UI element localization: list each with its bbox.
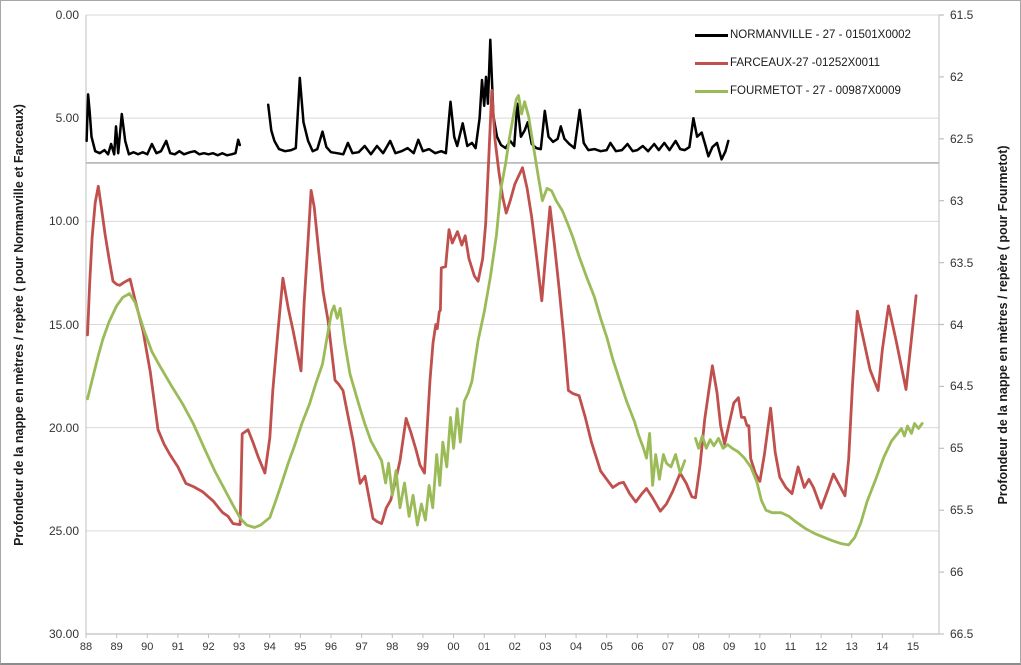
right-axis-tick-label: 64.5 — [950, 379, 974, 394]
left-axis-tick-label: 25.00 — [48, 523, 79, 538]
x-axis-tick-label: 04 — [569, 641, 583, 653]
fourmetot-line-swatch-icon — [695, 89, 728, 93]
series-line-fourmetot — [86, 94, 687, 529]
axes — [85, 14, 944, 638]
x-axis-tick-label: 89 — [110, 641, 123, 653]
right-axis-tick-label: 64 — [950, 317, 964, 332]
x-axis-tick-label: 92 — [202, 641, 215, 653]
x-axis-tick-label: 10 — [753, 641, 766, 653]
legend: NORMANVILLE - 27 - 01501X0002 FARCEAUX-2… — [695, 21, 911, 105]
legend-item-normanville: NORMANVILLE - 27 - 01501X0002 — [695, 21, 911, 49]
left-axis-tick-label: 30.00 — [48, 627, 79, 641]
x-axis-tick-label: 00 — [447, 641, 460, 653]
x-axis-tick-label: 90 — [141, 641, 154, 653]
farceaux-line-swatch-icon — [695, 61, 728, 65]
x-axis-tick-label: 91 — [171, 641, 184, 653]
x-axis-tick-label: 88 — [79, 641, 93, 653]
left-axis-tick-label: 15.00 — [48, 317, 79, 332]
x-axis-tick-label: 09 — [723, 641, 736, 653]
x-axis-tick-label: 02 — [508, 641, 521, 653]
right-axis-title: Profondeur de la nappe en mètres / repèr… — [996, 145, 1010, 505]
x-axis-tick-label: 13 — [845, 641, 858, 653]
right-axis-tick-label: 63.5 — [950, 255, 974, 270]
left-axis-tick-label: 10.00 — [48, 214, 79, 229]
series-line-normanville — [266, 38, 730, 161]
right-axis-tick-label: 65.5 — [950, 503, 974, 518]
legend-label-normanville: NORMANVILLE - 27 - 01501X0002 — [730, 29, 911, 41]
right-axis-tick-label: 65 — [950, 441, 964, 456]
right-axis-tick-label: 62 — [950, 69, 964, 84]
series-line-normanville — [85, 93, 242, 157]
legend-label-fourmetot: FOURMETOT - 27 - 00987X0009 — [730, 85, 901, 97]
right-axis-tick-label: 66 — [950, 565, 964, 580]
x-axis-tick-label: 99 — [416, 641, 430, 653]
x-axis-tick-label: 94 — [263, 641, 276, 653]
x-axis-tick-label: 97 — [355, 641, 368, 653]
x-axis-tick-label: 11 — [784, 641, 797, 653]
x-axis-tick-label: 14 — [876, 641, 889, 653]
right-axis-tick-label: 63 — [950, 193, 964, 208]
x-axis-tick-label: 03 — [539, 641, 552, 653]
legend-item-farceaux: FARCEAUX-27 -01252X0011 — [695, 49, 911, 77]
right-axis-tick-label: 66.5 — [950, 627, 974, 641]
x-axis-tick-label: 15 — [906, 641, 920, 653]
x-axis-tick-label: 08 — [692, 641, 705, 653]
x-axis-tick-label: 05 — [600, 641, 613, 653]
x-axis-tick-label: 01 — [478, 641, 491, 653]
left-axis-tick-label: 20.00 — [48, 420, 79, 435]
right-axis-tick-label: 61.5 — [950, 8, 974, 22]
x-axis-tick-label: 95 — [294, 641, 307, 653]
left-axis-title: Profondeur de la nappe en mètres / repèr… — [12, 104, 26, 546]
series-lines — [85, 38, 924, 547]
series-line-farceaux — [86, 88, 918, 526]
x-axis-tick-label: 07 — [661, 641, 675, 653]
x-axis-tick-label: 93 — [233, 641, 246, 653]
x-axis-tick-label: 96 — [324, 641, 338, 653]
legend-item-fourmetot: FOURMETOT - 27 - 00987X0009 — [695, 77, 911, 105]
x-axis-tick-label: 06 — [631, 641, 644, 653]
left-axis-tick-label: 5.00 — [55, 111, 79, 126]
gridlines — [86, 117, 939, 532]
normanville-line-swatch-icon — [695, 33, 728, 37]
left-axis-tick-label: 0.00 — [55, 8, 79, 22]
legend-label-farceaux: FARCEAUX-27 -01252X0011 — [730, 57, 881, 69]
x-axis-tick-label: 12 — [814, 641, 828, 653]
x-axis-tick-label: 98 — [386, 641, 399, 653]
series-line-fourmetot — [694, 422, 924, 547]
right-axis-tick-label: 62.5 — [950, 131, 974, 146]
